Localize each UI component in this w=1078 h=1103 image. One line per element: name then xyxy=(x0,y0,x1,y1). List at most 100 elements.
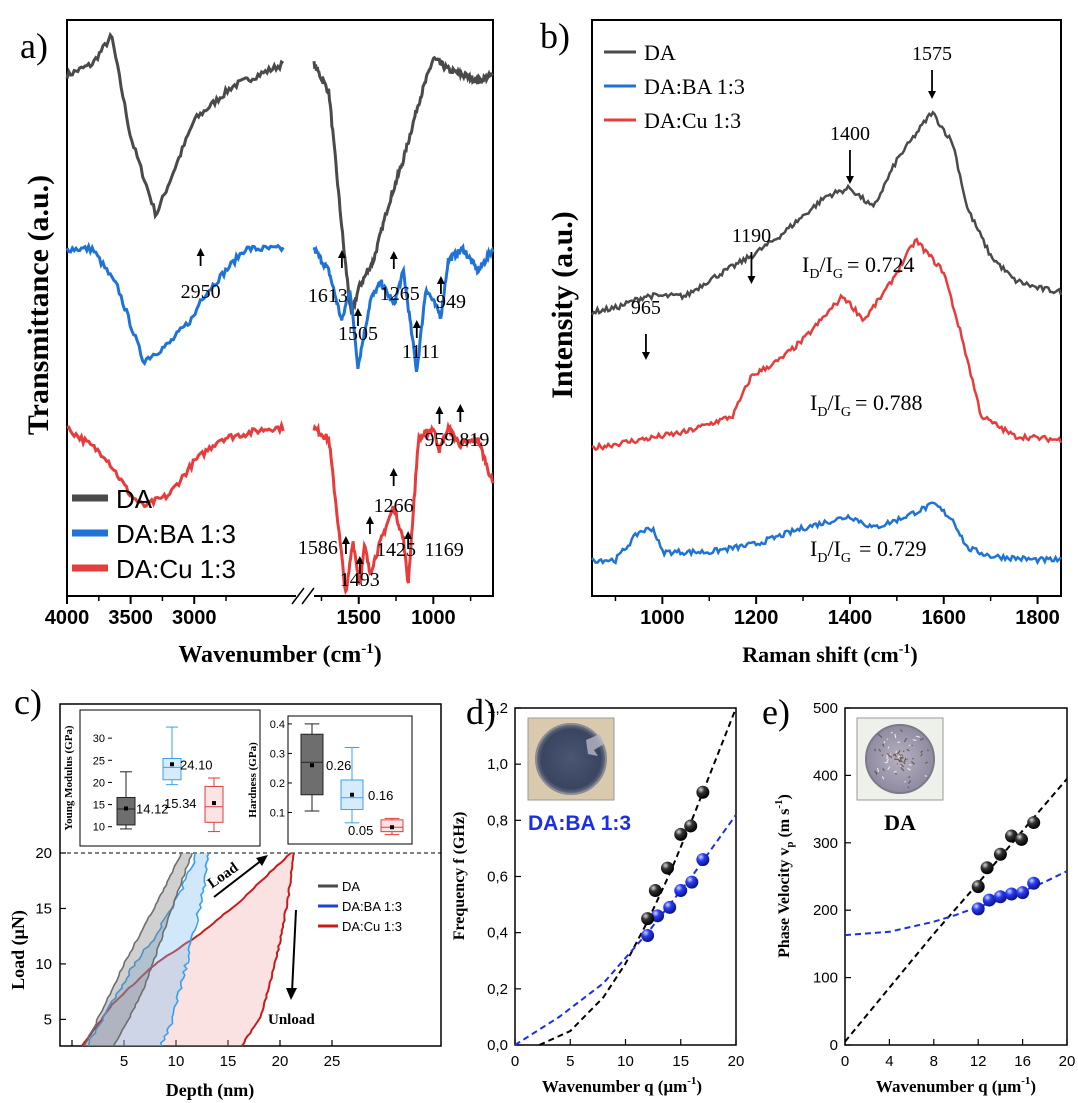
peak-label: 965 xyxy=(631,297,661,319)
legend-label-cu: DA:Cu 1:3 xyxy=(644,108,741,133)
panel-c-ticks: 5 10 15 20 25 5 10 15 20 xyxy=(35,845,340,1070)
inset-ytick-label: 15 xyxy=(93,800,105,812)
spectrum-segment-high xyxy=(66,419,285,509)
spectrum-segment-low xyxy=(312,55,494,316)
spectrum-da-ba-1-3 xyxy=(591,501,1062,566)
annotation-1111: 1111 xyxy=(402,320,440,363)
load-text: Load xyxy=(205,859,242,892)
speckle xyxy=(896,763,899,765)
inset-ytick-label: 20 xyxy=(93,777,105,789)
speckle xyxy=(920,753,923,757)
panel-e-xlabel: Wavenumber q (μm-1) xyxy=(876,1075,1036,1096)
spectrum-da-ba-1-3 xyxy=(65,241,495,373)
point-blue xyxy=(1016,886,1030,900)
xtick-label: 20 xyxy=(728,1053,745,1070)
inset-hardness-ylabel: Hardness (GPa) xyxy=(247,742,259,818)
speckle xyxy=(925,761,928,764)
loading-curve xyxy=(83,852,182,1047)
peak-arrowhead xyxy=(845,176,854,184)
legend-label-ba: DA:BA 1:3 xyxy=(644,74,745,99)
inset-ytick-label: 0.3 xyxy=(270,748,285,760)
panel-b-ylabel: Intensity (a.u.) xyxy=(546,211,579,399)
point-blue xyxy=(651,909,665,923)
curve-fill xyxy=(87,853,210,1046)
point-blue xyxy=(971,902,985,916)
ytick-label: 20 xyxy=(35,845,52,862)
box-mean xyxy=(390,825,394,830)
ytick-label: 0 xyxy=(830,1037,838,1054)
annotation-arrowhead xyxy=(436,276,445,284)
box-da xyxy=(116,771,136,830)
xtick-label: 10 xyxy=(617,1053,634,1070)
inset-young-modulus: Young Modulus (GPa) 10 15 20 25 30 14.12 24.10… xyxy=(63,709,261,847)
box-da-cu-1-3 xyxy=(204,777,224,833)
hardness-value-ba: 0.16 xyxy=(368,788,393,803)
annotation-label: 2950 xyxy=(181,281,221,303)
box-body xyxy=(162,758,182,781)
speckle xyxy=(896,750,901,755)
box-mean xyxy=(310,763,314,768)
speckle xyxy=(903,737,908,743)
xtick-label: 1400 xyxy=(828,607,873,629)
annotation-1169: 1169 xyxy=(404,531,464,561)
spectrum-da-cu-1-3 xyxy=(591,237,1063,452)
curve-da xyxy=(83,852,193,1047)
sample-wafer-ba xyxy=(535,723,607,795)
speckle xyxy=(906,748,910,752)
ytick-label: 500 xyxy=(813,700,838,717)
annotation-arrowhead xyxy=(354,308,363,316)
annotation-label: 819 xyxy=(459,429,489,451)
box-da xyxy=(300,723,324,812)
inset-ytick-label: 0.4 xyxy=(270,719,285,731)
speckle xyxy=(902,750,905,753)
curve-fill xyxy=(84,853,192,1046)
panel-b-legend: DA DA:BA 1:3 DA:Cu 1:3 xyxy=(604,40,745,133)
young-value-cu: 15.34 xyxy=(164,796,197,811)
panel-a-label: a) xyxy=(20,26,48,66)
wafer-texture xyxy=(874,729,929,789)
xtick-label: 1200 xyxy=(734,607,779,629)
speckle xyxy=(876,767,880,772)
annotation-1265: 1265 xyxy=(380,251,420,305)
peak-arrowhead xyxy=(928,91,937,99)
panel-c-label: c) xyxy=(14,682,42,722)
legend-label-da: DA xyxy=(342,879,360,894)
panel-a-axis-break xyxy=(291,587,315,605)
xtick-label: 0 xyxy=(511,1053,519,1070)
inset-ytick-label: 0.1 xyxy=(270,807,285,819)
speckle xyxy=(887,754,893,759)
xtick-label: 12 xyxy=(970,1053,987,1070)
speckle xyxy=(899,753,902,757)
peak-965: 965 xyxy=(631,297,661,360)
speckle xyxy=(906,758,908,761)
xtick-label: 4000 xyxy=(45,607,90,629)
ytick-label: 0,0 xyxy=(487,1037,508,1054)
annotation-arrowhead xyxy=(389,251,398,259)
xtick-label: 1500 xyxy=(337,607,382,629)
panel-e-sample-tag: DA xyxy=(884,810,916,835)
inset-ytick-label: 30 xyxy=(93,733,105,745)
annotation-1586: 1586 xyxy=(298,536,350,559)
hardness-value-cu: 0.05 xyxy=(348,823,373,838)
legend-label-ba: DA:BA 1:3 xyxy=(342,899,402,914)
panel-b-xlabel: Raman shift (cm-1) xyxy=(742,642,917,667)
speckle xyxy=(911,761,915,765)
xtick-label: 1000 xyxy=(411,607,456,629)
spectrum-segment-low xyxy=(312,421,495,596)
xtick-label: 16 xyxy=(1014,1053,1031,1070)
speckle xyxy=(908,763,912,766)
xtick-label: 20 xyxy=(272,1053,289,1070)
ytick-label: 1,0 xyxy=(487,756,508,773)
annotation-1505: 1505 xyxy=(338,308,378,345)
peak-1575: 1575 xyxy=(912,43,952,99)
annotation-label: 1613 xyxy=(308,285,348,307)
xtick-label: 8 xyxy=(930,1053,938,1070)
panel-c: c) Load (μN) Depth (nm) 5 10 15 20 25 5 10 15 20… xyxy=(8,682,442,1101)
hardness-value-da: 0.26 xyxy=(326,758,351,773)
spectrum-segment-low xyxy=(312,242,495,373)
point-black xyxy=(648,884,662,898)
annotation-1425: 1425 xyxy=(365,516,416,561)
inset-ytick-label: 0.2 xyxy=(270,778,285,790)
peak-label: 1575 xyxy=(912,43,952,65)
